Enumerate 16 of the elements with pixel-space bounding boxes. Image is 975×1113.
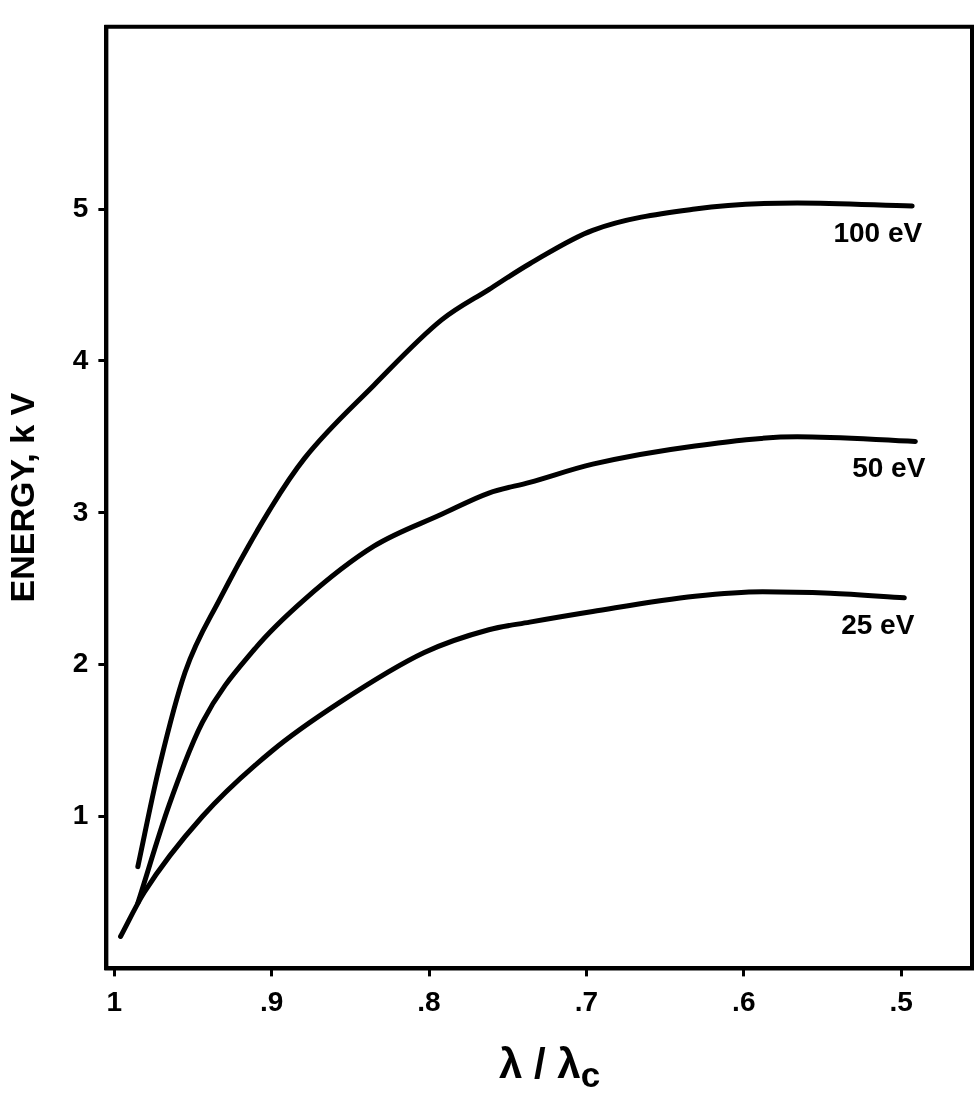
y-tick-label: 5	[72, 191, 89, 223]
y-tick-label: 2	[72, 647, 89, 679]
y-tick-label: 4	[72, 343, 89, 375]
series-label: 50 eV	[852, 452, 926, 484]
x-tick-label: .9	[259, 985, 284, 1017]
x-tick-label: .8	[417, 985, 441, 1017]
x-tick-label: .5	[889, 985, 913, 1017]
y-tick-label: 1	[72, 799, 89, 831]
x-tick-label: .6	[732, 985, 756, 1017]
y-tick-label: 3	[72, 495, 89, 527]
x-axis-title: λ / λ$_{c}$	[497, 1040, 602, 1096]
y-axis-title: ENERGY, k V	[2, 392, 41, 603]
x-tick-label: .7	[574, 985, 599, 1017]
series-label: 100 eV	[833, 216, 923, 248]
x-tick-label: 1	[106, 985, 123, 1017]
series-label: 25 eV	[841, 608, 915, 640]
